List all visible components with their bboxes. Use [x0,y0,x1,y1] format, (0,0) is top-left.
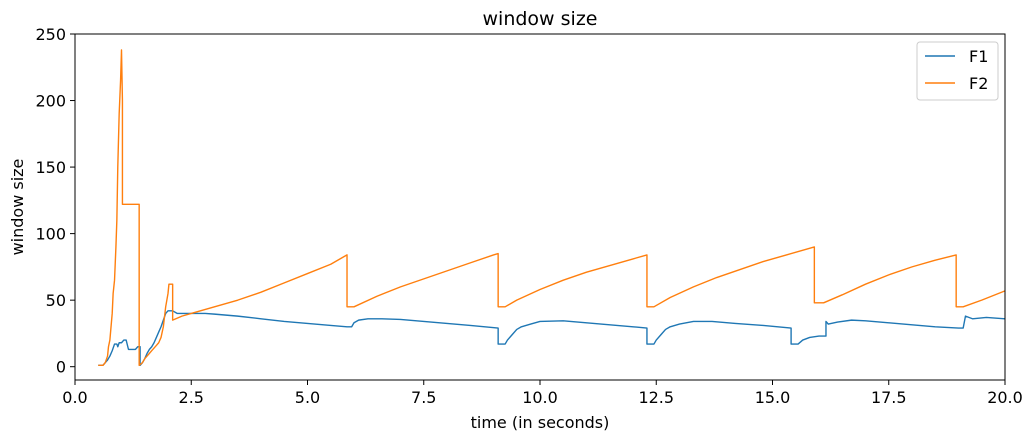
x-tick-label: 5.0 [295,388,320,407]
x-axis: 0.0 2.5 5.0 7.5 10.0 12.5 15.0 17.5 20.0 [62,380,1023,407]
y-tick-label: 50 [46,291,66,310]
x-axis-label: time (in seconds) [471,413,610,432]
x-tick-label: 12.5 [638,388,674,407]
x-tick-label: 2.5 [179,388,204,407]
x-tick-label: 7.5 [411,388,436,407]
y-tick-label: 150 [35,158,66,177]
legend-label-f1: F1 [969,47,988,66]
y-tick-label: 200 [35,92,66,111]
chart-title: window size [483,8,598,30]
y-tick-label: 100 [35,225,66,244]
x-tick-label: 0.0 [62,388,87,407]
series-layer [98,49,1006,367]
y-tick-label: 0 [56,358,66,377]
series-line-f1 [98,310,1006,367]
x-tick-label: 15.0 [755,388,791,407]
legend-label-f2: F2 [969,74,988,93]
x-tick-label: 20.0 [987,388,1023,407]
y-axis-label: window size [8,159,27,256]
x-tick-label: 17.5 [871,388,907,407]
y-axis: 0 50 100 150 200 250 [35,25,75,377]
y-tick-label: 250 [35,25,66,44]
plot-area-frame [74,33,1006,381]
x-tick-label: 10.0 [522,388,558,407]
series-line-f2 [98,49,1006,367]
